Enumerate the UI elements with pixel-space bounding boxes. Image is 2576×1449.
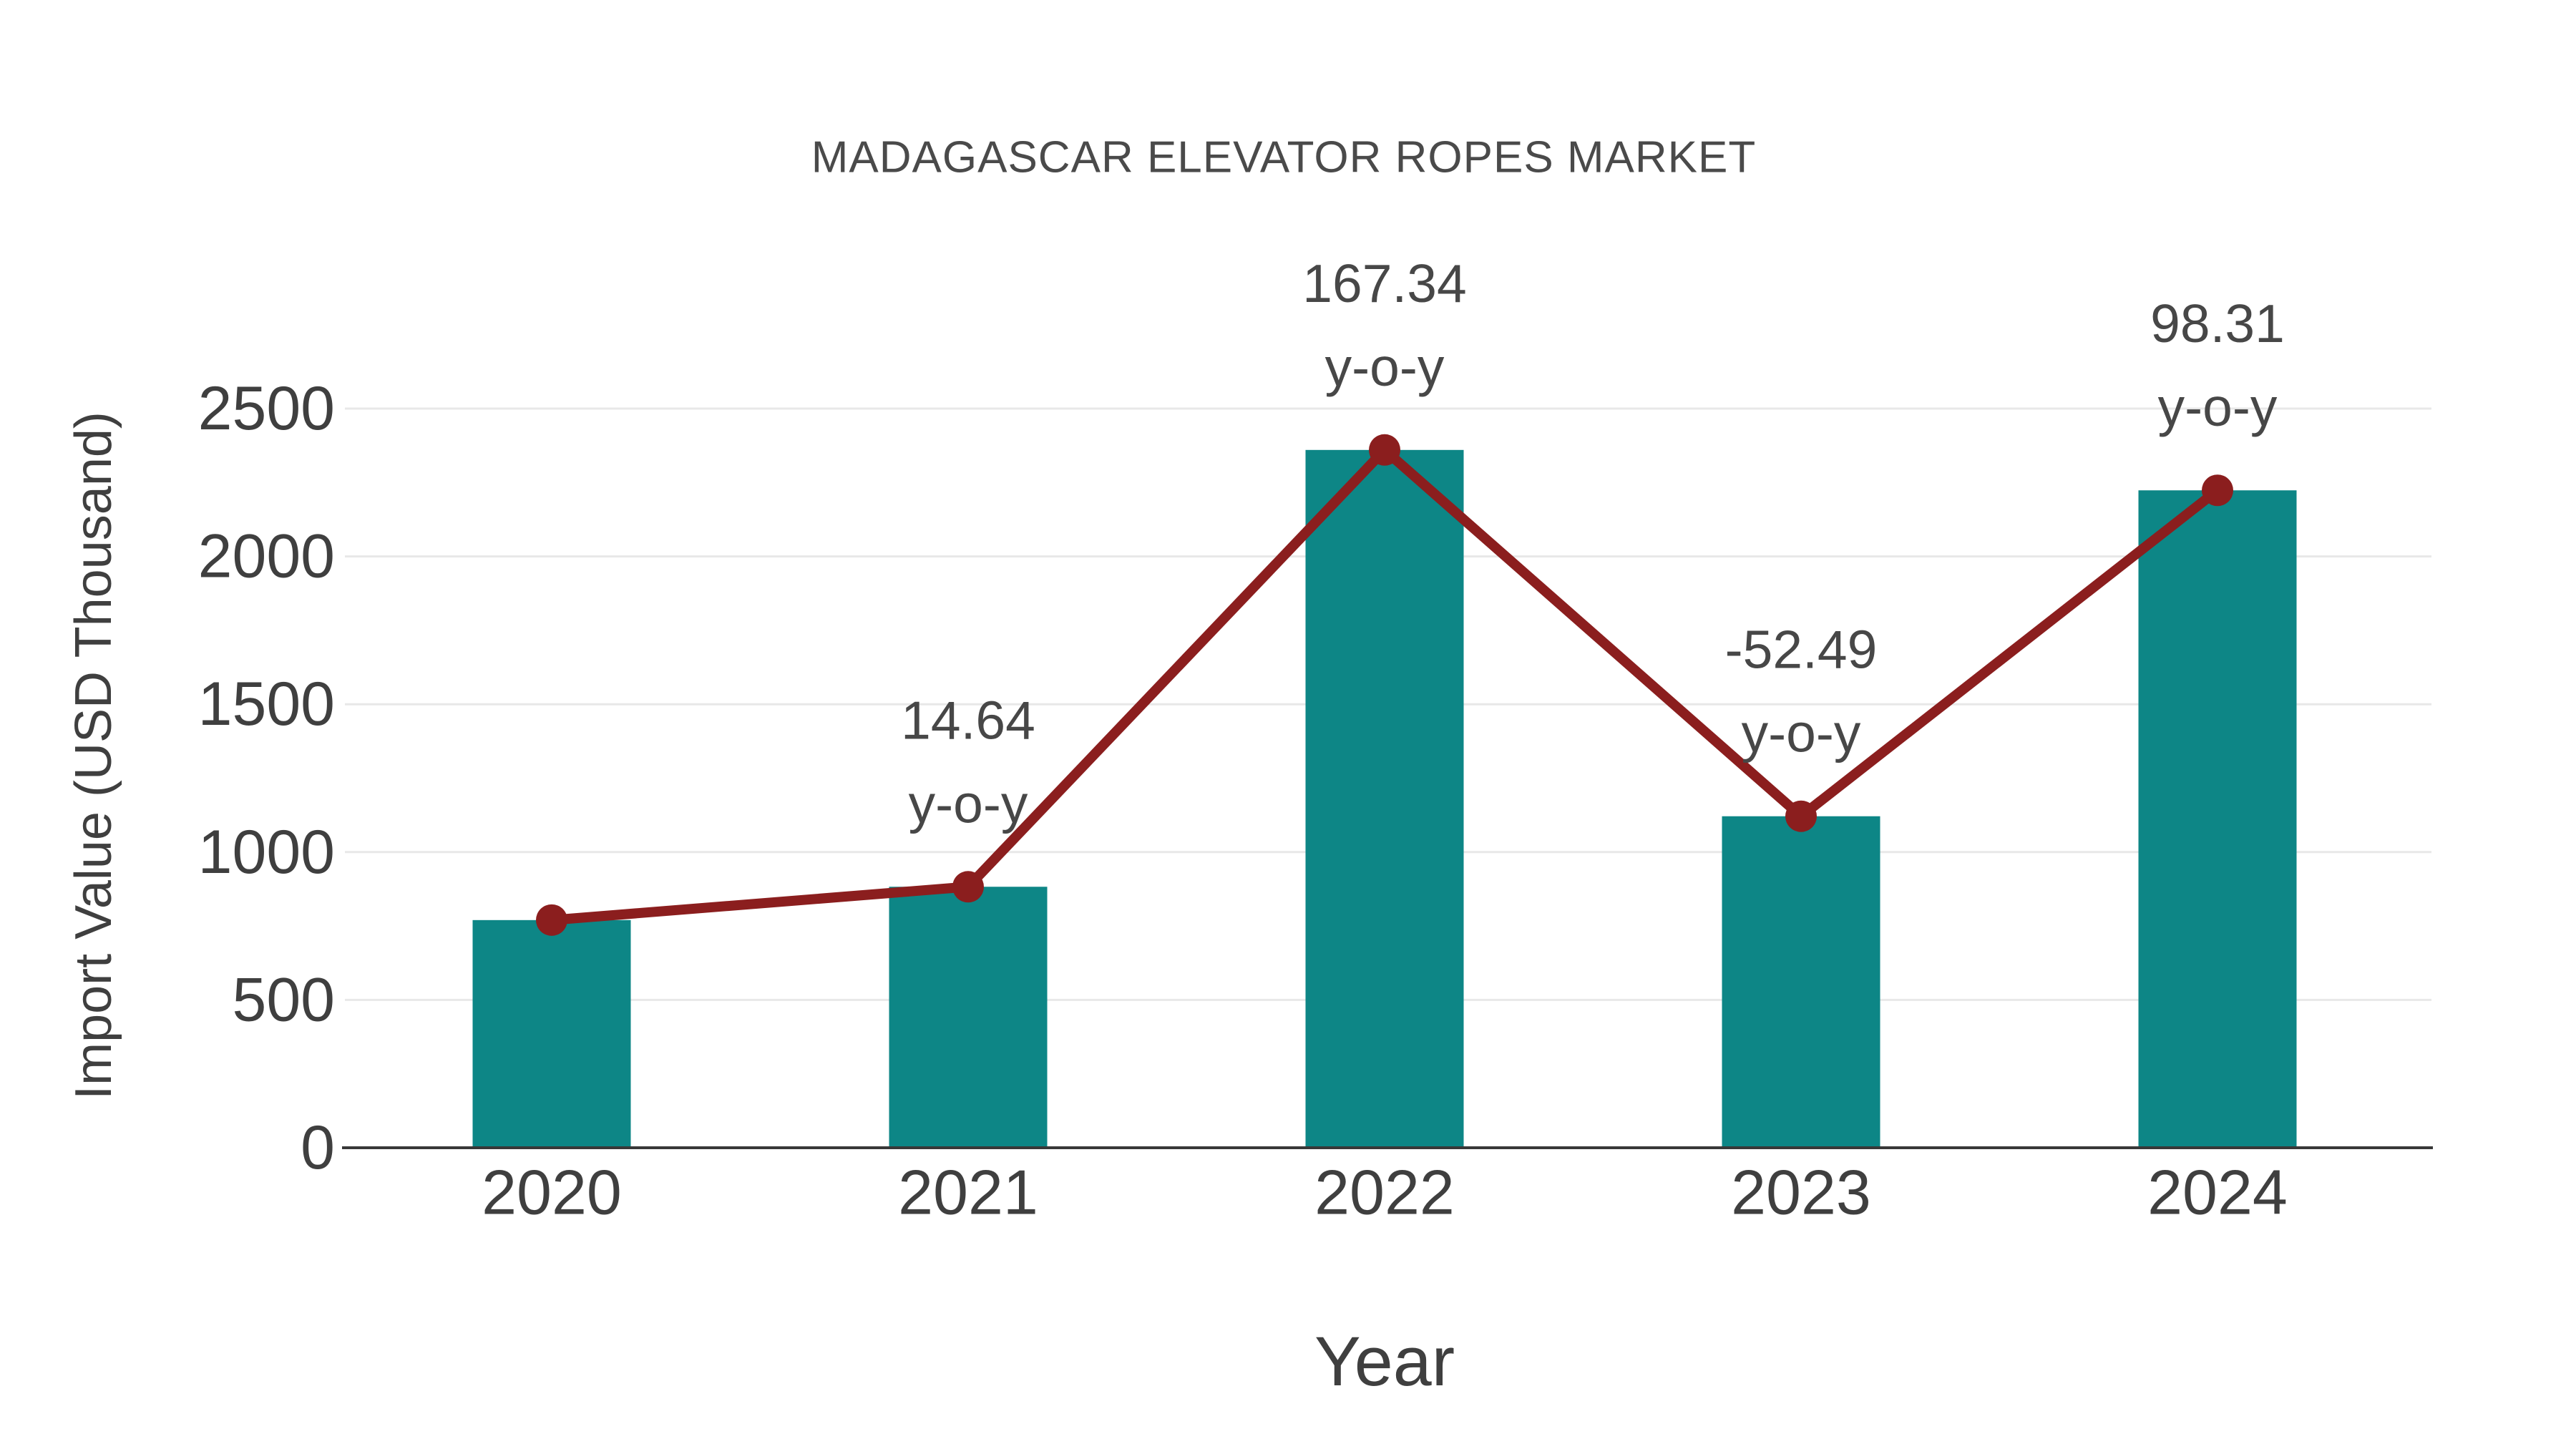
yoy-marker-2020 (536, 904, 567, 936)
yoy-value-label: 98.31 (2150, 293, 2285, 353)
yoy-unit-label: y-o-y (2158, 377, 2278, 437)
chart-title: MADAGASCAR ELEVATOR ROPES MARKET (811, 132, 1757, 182)
yoy-value-label: -52.49 (1725, 620, 1878, 680)
y-tick-label: 2500 (198, 374, 335, 443)
x-tick-label: 2021 (898, 1157, 1038, 1228)
yoy-marker-2024 (2202, 474, 2233, 507)
x-tick-label: 2020 (482, 1157, 622, 1228)
bar-2021 (889, 887, 1048, 1148)
yoy-unit-label: y-o-y (1742, 703, 1861, 763)
bar-2020 (472, 919, 631, 1148)
y-tick-label: 2000 (198, 522, 335, 591)
yoy-marker-2022 (1369, 434, 1400, 466)
yoy-value-label: 14.64 (901, 690, 1035, 750)
y-tick-label: 0 (301, 1113, 335, 1182)
yoy-value-label: 167.34 (1302, 253, 1466, 313)
bar-2022 (1305, 449, 1464, 1148)
x-tick-label: 2023 (1731, 1157, 1871, 1228)
y-tick-label: 500 (233, 965, 336, 1034)
y-tick-label: 1000 (198, 818, 335, 887)
bar-2024 (2138, 490, 2297, 1148)
yoy-unit-label: y-o-y (1325, 337, 1445, 397)
y-tick-label: 1500 (198, 670, 335, 738)
yoy-unit-label: y-o-y (909, 774, 1028, 834)
x-tick-label: 2022 (1314, 1157, 1455, 1228)
bar-2023 (1722, 816, 1880, 1148)
x-axis-title: Year (1314, 1322, 1455, 1400)
yoy-marker-2023 (1785, 800, 1817, 832)
yoy-marker-2021 (952, 871, 984, 903)
x-tick-label: 2024 (2147, 1157, 2288, 1228)
